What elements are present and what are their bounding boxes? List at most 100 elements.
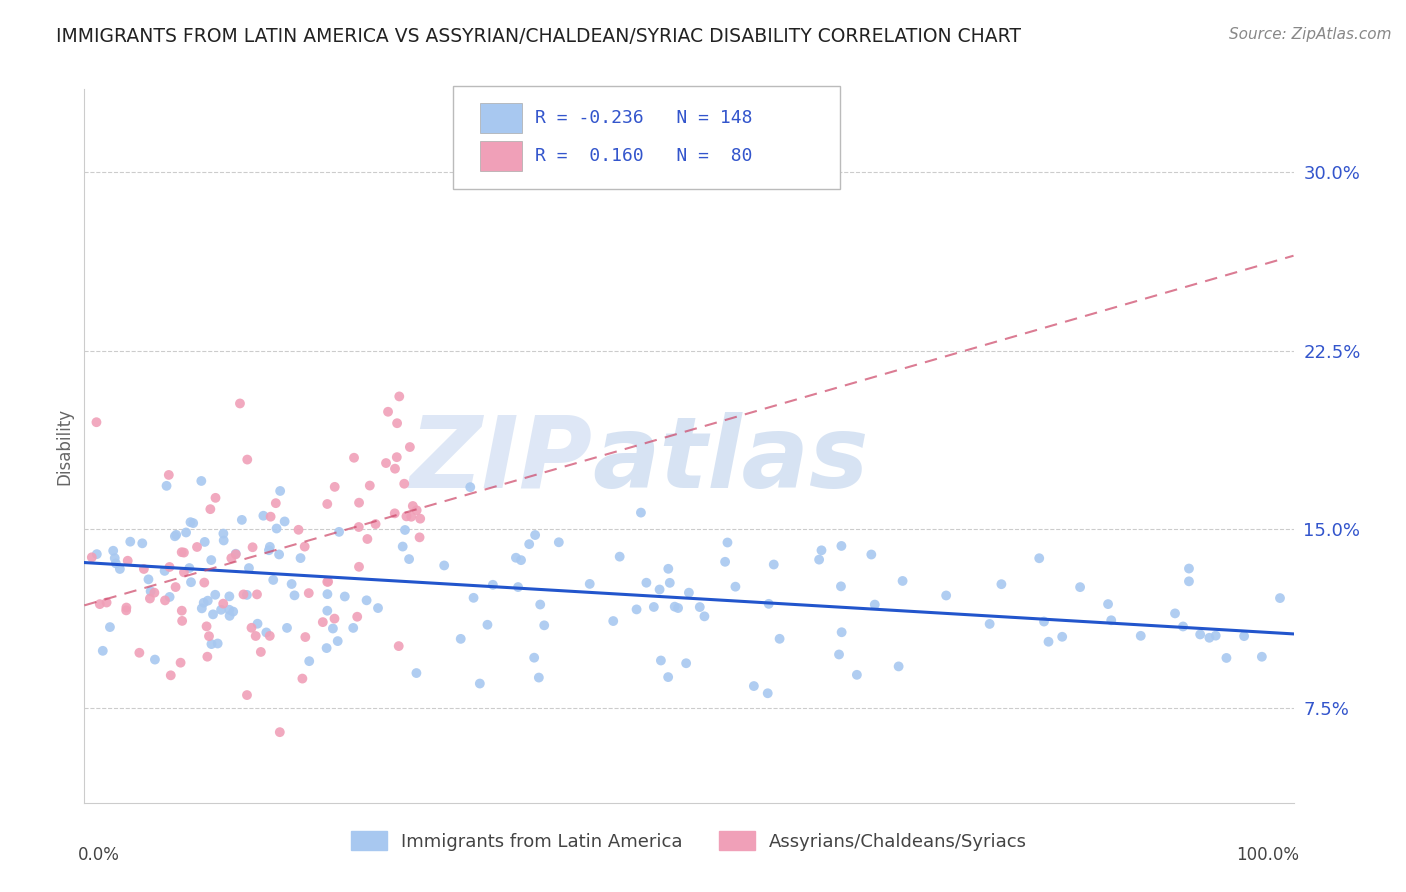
Point xyxy=(204,491,226,505)
Point xyxy=(180,575,202,590)
Point xyxy=(170,545,193,559)
Point xyxy=(117,554,139,568)
Point xyxy=(159,590,181,604)
Point xyxy=(172,614,194,628)
Text: Source: ZipAtlas.com: Source: ZipAtlas.com xyxy=(1229,27,1392,42)
Point xyxy=(399,440,422,454)
Text: atlas: atlas xyxy=(592,412,869,508)
Text: 100.0%: 100.0% xyxy=(1236,846,1299,863)
Point xyxy=(517,537,540,551)
Point xyxy=(347,520,370,534)
Point xyxy=(388,389,411,403)
Point xyxy=(202,607,225,622)
Point xyxy=(257,543,280,558)
Point xyxy=(323,480,346,494)
Point xyxy=(190,474,212,488)
Point xyxy=(630,506,652,520)
Point xyxy=(643,599,665,614)
Point xyxy=(259,509,281,524)
Y-axis label: Disability: Disability xyxy=(55,408,73,484)
Point xyxy=(225,547,247,561)
Point xyxy=(887,659,910,673)
Point xyxy=(343,450,366,465)
Point xyxy=(756,686,779,700)
Point xyxy=(1178,574,1201,589)
Point xyxy=(388,639,411,653)
Point xyxy=(179,561,201,575)
Point xyxy=(287,523,309,537)
Point xyxy=(104,551,127,566)
Point xyxy=(264,496,287,510)
Point xyxy=(246,616,269,631)
Point xyxy=(115,603,138,617)
Point xyxy=(523,650,546,665)
Point xyxy=(405,503,427,517)
Point xyxy=(200,637,222,651)
Point xyxy=(1129,629,1152,643)
Point xyxy=(276,621,298,635)
Point xyxy=(385,416,408,430)
Point xyxy=(173,566,195,580)
Point xyxy=(346,609,368,624)
Point xyxy=(245,629,267,643)
Point xyxy=(482,578,505,592)
FancyBboxPatch shape xyxy=(479,103,522,134)
Point xyxy=(298,586,321,600)
Point xyxy=(527,671,550,685)
Point xyxy=(212,533,235,548)
Point xyxy=(402,499,425,513)
Point xyxy=(194,535,217,549)
Point xyxy=(236,688,259,702)
Point xyxy=(222,605,245,619)
Point xyxy=(409,511,432,525)
Point xyxy=(250,645,273,659)
Point xyxy=(650,653,672,667)
Point xyxy=(290,551,312,566)
Point xyxy=(108,562,131,576)
Point xyxy=(312,615,335,629)
Point xyxy=(269,548,291,562)
Point xyxy=(648,582,671,597)
Point xyxy=(828,648,851,662)
Point xyxy=(138,572,160,586)
Point xyxy=(935,589,957,603)
Point xyxy=(236,452,259,467)
Point xyxy=(356,593,378,607)
Point xyxy=(218,590,240,604)
Point xyxy=(1099,613,1122,627)
Point xyxy=(831,625,853,640)
Point xyxy=(236,588,259,602)
Point xyxy=(191,601,214,615)
Point xyxy=(143,585,166,599)
Point xyxy=(209,603,232,617)
Point xyxy=(1198,631,1220,645)
Point xyxy=(316,587,339,601)
Point xyxy=(198,629,221,643)
Point xyxy=(316,604,339,618)
Point xyxy=(246,587,269,601)
Point xyxy=(273,515,295,529)
Point xyxy=(259,540,281,554)
Point xyxy=(810,543,832,558)
Point xyxy=(602,614,624,628)
Point xyxy=(316,574,339,589)
Point xyxy=(153,564,176,578)
Point xyxy=(860,548,883,562)
Text: 0.0%: 0.0% xyxy=(79,846,120,863)
Point xyxy=(155,479,177,493)
Point xyxy=(347,496,370,510)
Point xyxy=(283,588,305,602)
Point xyxy=(89,597,111,611)
Point xyxy=(269,725,291,739)
Point xyxy=(120,534,142,549)
FancyBboxPatch shape xyxy=(479,141,522,171)
Point xyxy=(342,621,364,635)
Point xyxy=(1215,651,1237,665)
Point xyxy=(143,652,166,666)
Point xyxy=(195,619,218,633)
Point xyxy=(157,467,180,482)
Point xyxy=(433,558,456,573)
Point xyxy=(240,621,263,635)
Point xyxy=(218,603,240,617)
Point xyxy=(212,597,235,611)
